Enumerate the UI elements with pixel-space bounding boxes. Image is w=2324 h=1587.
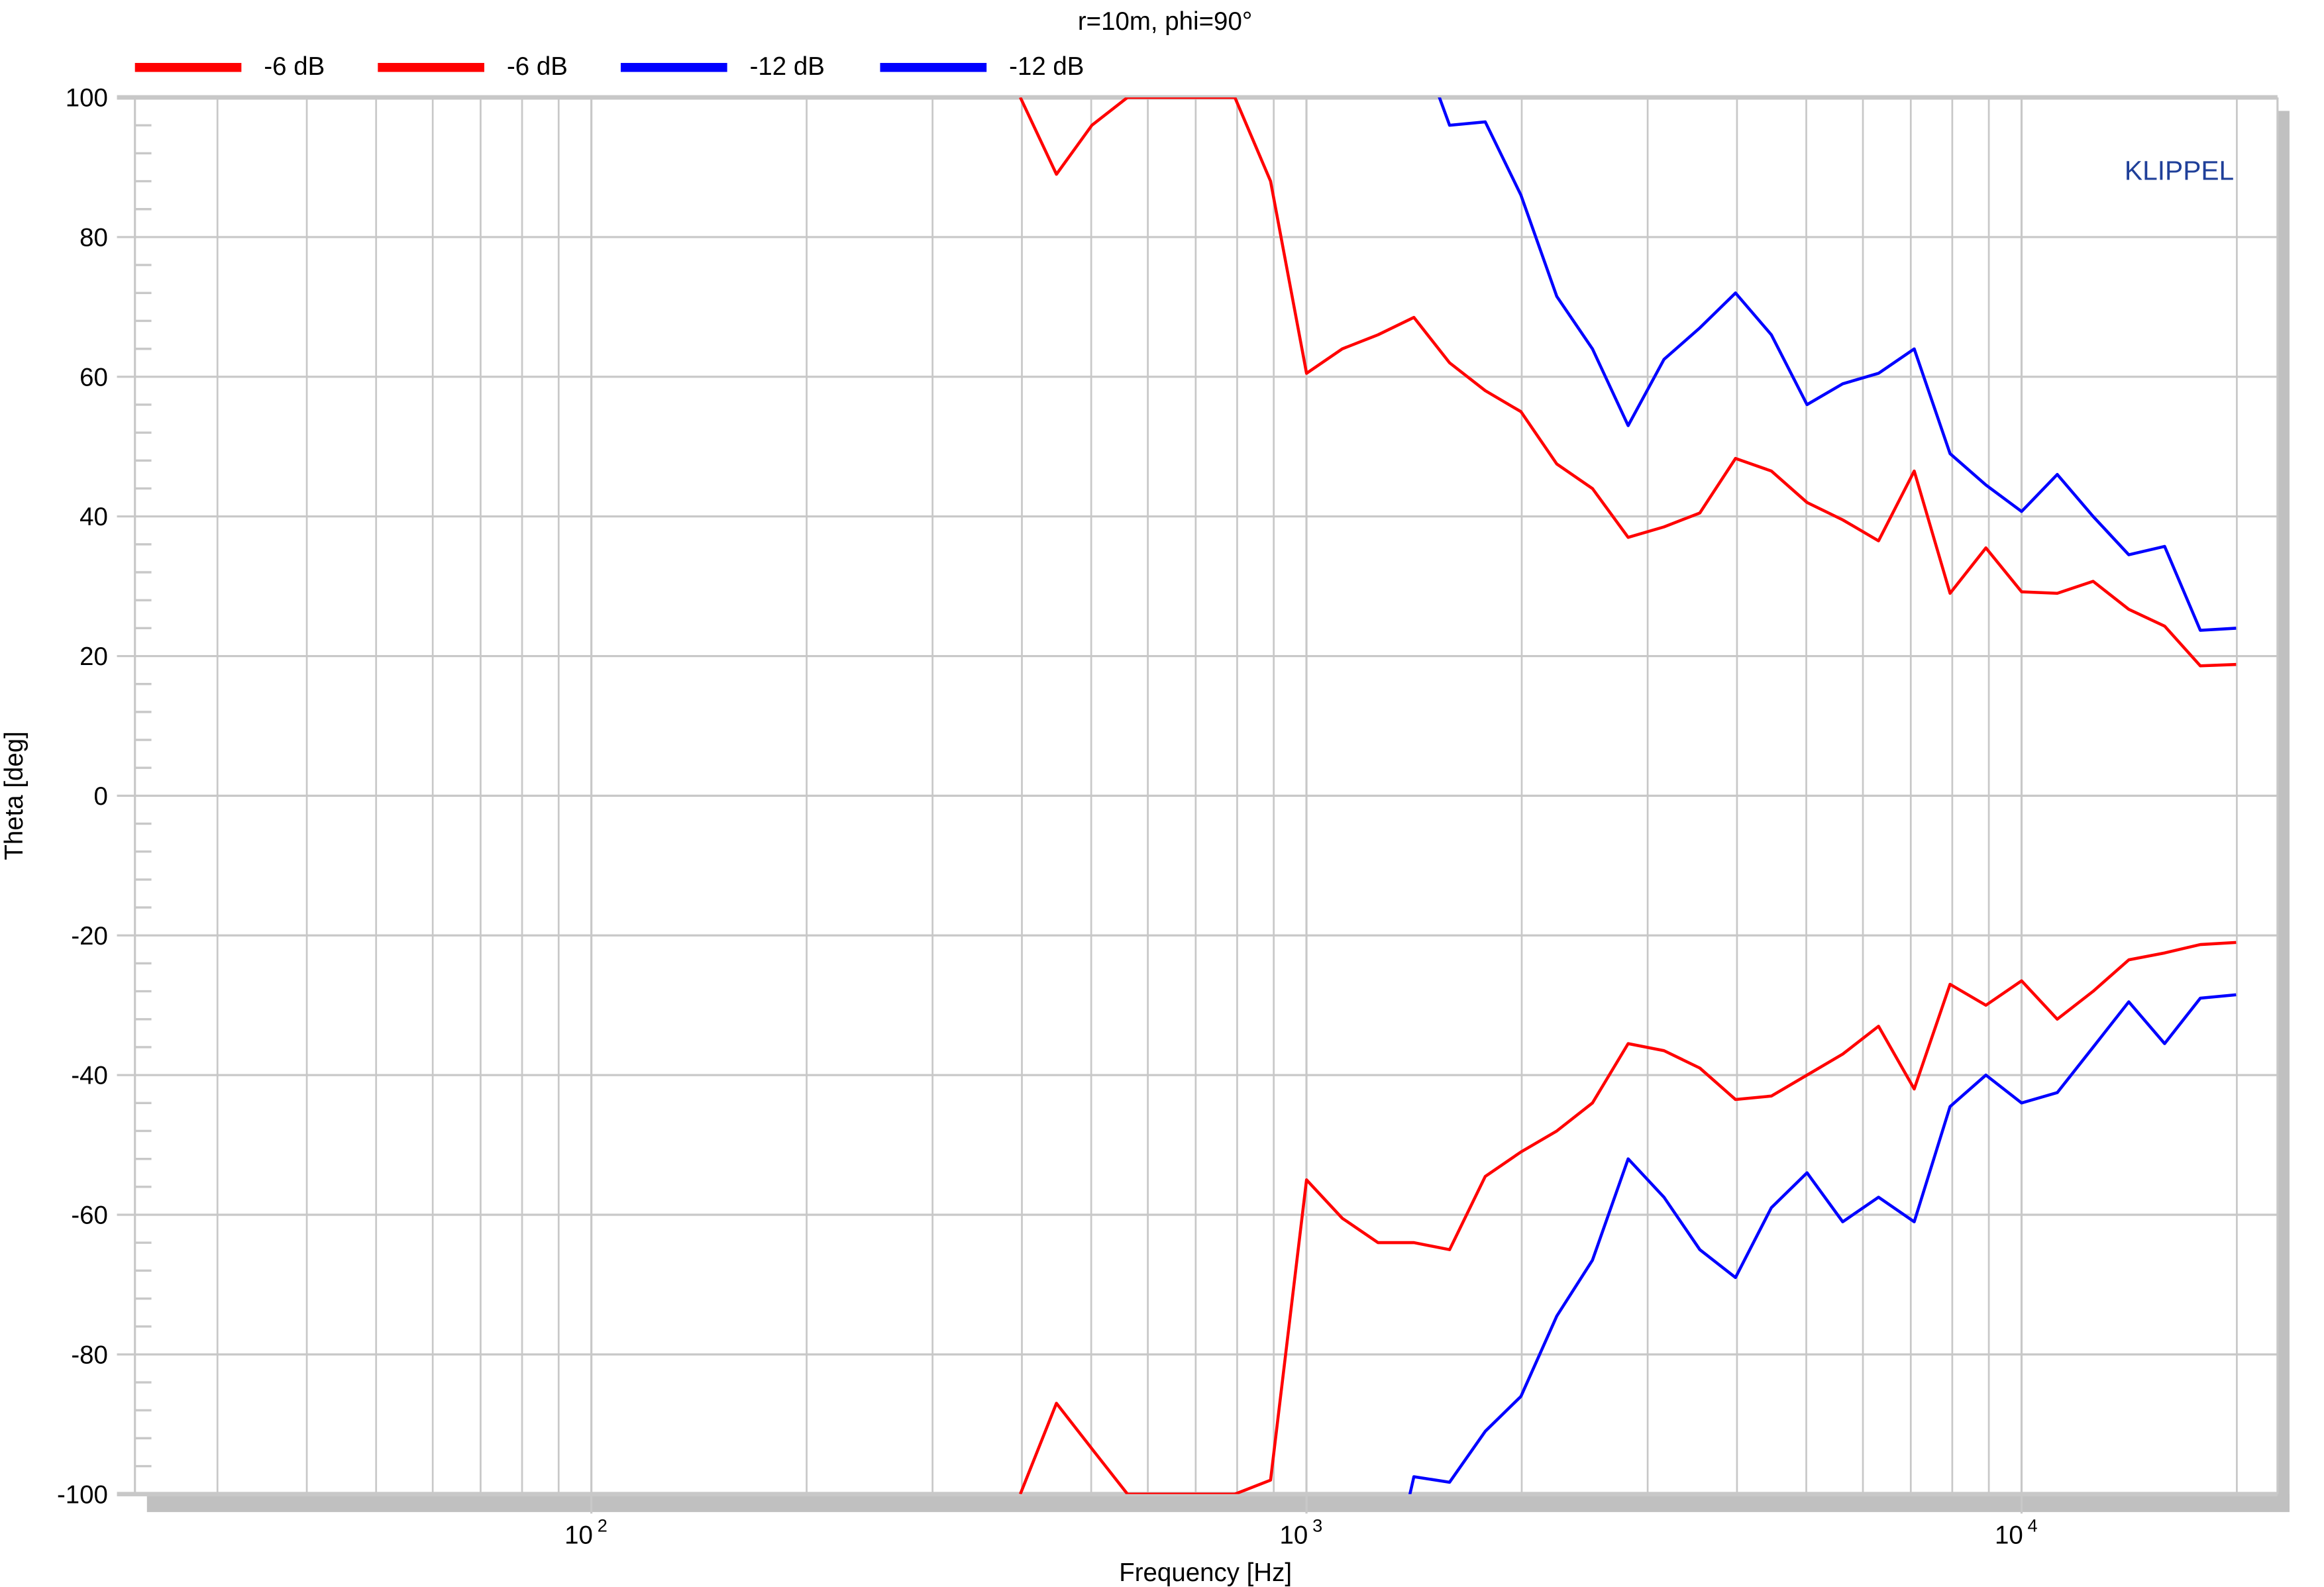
legend-swatch xyxy=(620,63,727,72)
y-tick-label: 60 xyxy=(79,363,108,391)
series-line-2 xyxy=(1019,941,2237,1494)
legend-swatch xyxy=(880,63,987,72)
y-tick-label: -100 xyxy=(57,1480,108,1509)
y-tick-label: 20 xyxy=(79,642,108,671)
series-line-4 xyxy=(1408,993,2237,1494)
x-tick-label-base: 10 xyxy=(1280,1521,1308,1549)
y-tick-label: -80 xyxy=(71,1341,108,1369)
y-tick-label: -40 xyxy=(71,1062,108,1090)
plot-shadow-right xyxy=(2277,111,2290,1511)
y-axis-label: Theta [deg] xyxy=(0,731,28,860)
legend-label: -6 dB xyxy=(507,52,568,81)
y-tick-label: -60 xyxy=(71,1202,108,1230)
watermark-klippel: KLIPPEL xyxy=(2125,156,2234,186)
x-tick-label-exponent: 4 xyxy=(2028,1515,2038,1535)
legend-label: -12 dB xyxy=(1009,52,1084,81)
legend-label: -12 dB xyxy=(750,52,825,81)
legend-swatch xyxy=(134,63,242,72)
legend-swatch xyxy=(378,63,485,72)
x-tick-label-exponent: 2 xyxy=(598,1515,607,1535)
chart-title: r=10m, phi=90° xyxy=(1078,7,1252,36)
legend: -6 dB -6 dB -12 dB -12 dB xyxy=(134,52,1084,81)
x-tick-label-exponent: 3 xyxy=(1312,1515,1322,1535)
series-lines xyxy=(1019,97,2237,1494)
y-tick-label: 100 xyxy=(66,84,108,113)
y-tick-label: 0 xyxy=(94,782,108,811)
y-tick-label: 80 xyxy=(79,224,108,252)
x-tick-labels: 10 2 10 3 10 4 xyxy=(564,1515,2038,1549)
series-line-3 xyxy=(1438,97,2237,632)
series-line-1 xyxy=(1019,97,2237,668)
grid xyxy=(117,95,2279,1514)
x-tick-label-base: 10 xyxy=(1995,1521,2023,1549)
x-axis-label: Frequency [Hz] xyxy=(1119,1559,1292,1587)
y-tick-labels: 100 80 60 40 20 0 -20 -40 -60 -80 -100 xyxy=(57,84,108,1510)
x-tick-label-base: 10 xyxy=(564,1521,593,1549)
y-tick-label: 40 xyxy=(79,503,108,531)
legend-label: -6 dB xyxy=(264,52,325,81)
plot-shadow-bottom xyxy=(146,1494,2290,1512)
y-tick-label: -20 xyxy=(71,922,108,950)
